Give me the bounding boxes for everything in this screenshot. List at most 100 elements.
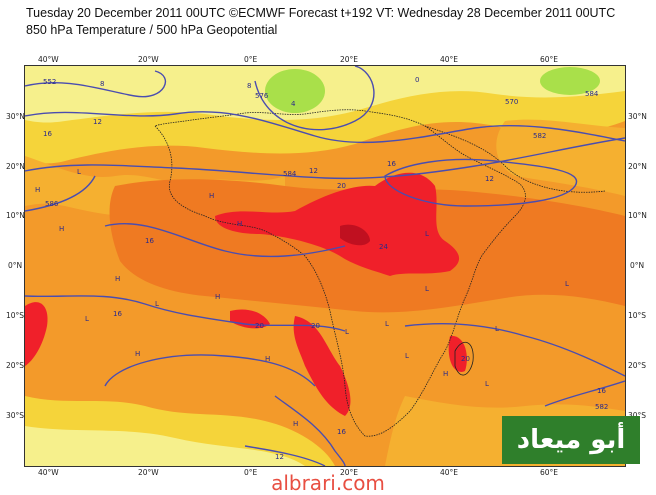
right-tick-30n: 30°N bbox=[628, 112, 647, 121]
top-tick-20w: 20°W bbox=[138, 55, 159, 64]
pressure-marker: H bbox=[59, 225, 64, 233]
bottom-tick-40w: 40°W bbox=[38, 468, 59, 477]
contour-line bbox=[274, 395, 346, 466]
contour-line bbox=[544, 380, 625, 407]
right-tick-30s: 30°S bbox=[628, 411, 646, 420]
pressure-marker: H bbox=[135, 350, 140, 358]
top-tick-40e: 40°E bbox=[440, 55, 459, 64]
contour-label: 16 bbox=[387, 160, 396, 168]
bottom-tick-60e: 60°E bbox=[540, 468, 559, 477]
contour-label: 582 bbox=[533, 132, 546, 140]
heat-core-north-africa bbox=[215, 172, 460, 276]
heat-core-madagascar bbox=[448, 335, 467, 372]
contour-line bbox=[25, 70, 167, 98]
map-title: Tuesday 20 December 2011 00UTC ©ECMWF Fo… bbox=[26, 6, 616, 20]
right-tick-20n: 20°N bbox=[628, 162, 647, 171]
left-tick-0n: 0°N bbox=[8, 261, 23, 270]
contour-label: 16 bbox=[43, 130, 52, 138]
pressure-marker: L bbox=[345, 328, 349, 336]
pressure-marker: L bbox=[155, 300, 159, 308]
cold-pocket-north bbox=[265, 69, 325, 113]
contour-label: 12 bbox=[275, 453, 284, 461]
left-tick-20n: 20°N bbox=[6, 162, 25, 171]
contour-label: 16 bbox=[597, 387, 606, 395]
cold-pocket-northeast bbox=[540, 67, 600, 95]
left-tick-30n: 30°N bbox=[6, 112, 25, 121]
contour-label: 20 bbox=[311, 322, 320, 330]
site-url: albrari.com bbox=[271, 471, 385, 495]
pressure-marker: H bbox=[293, 420, 298, 428]
contour-label: 584 bbox=[585, 90, 599, 98]
bottom-tick-20w: 20°W bbox=[138, 468, 159, 477]
pressure-marker: H bbox=[35, 186, 40, 194]
temperature-band-southwest-light-yellow bbox=[25, 426, 305, 466]
bottom-tick-0e: 0°E bbox=[244, 468, 258, 477]
forecast-map: 552 8 576 12 16 8 4 0 570 584 582 16 12 … bbox=[24, 65, 626, 467]
contour-line bbox=[384, 158, 578, 207]
heat-core-center bbox=[340, 224, 370, 246]
pressure-marker: L bbox=[495, 325, 499, 333]
pressure-marker: L bbox=[425, 230, 429, 238]
pressure-marker: L bbox=[565, 280, 569, 288]
heat-core-southern-africa bbox=[293, 316, 351, 416]
contour-line bbox=[25, 111, 625, 144]
contour-label: 8 bbox=[100, 80, 104, 88]
left-tick-10n: 10°N bbox=[6, 211, 25, 220]
contour-line bbox=[244, 445, 326, 466]
forecast-map-svg: 552 8 576 12 16 8 4 0 570 584 582 16 12 … bbox=[25, 66, 625, 466]
contour-label: 20 bbox=[461, 355, 470, 363]
left-tick-30s: 30°S bbox=[6, 411, 25, 420]
pressure-marker: H bbox=[209, 192, 214, 200]
pressure-marker: L bbox=[77, 168, 81, 176]
pressure-marker: H bbox=[115, 275, 120, 283]
pressure-marker: L bbox=[425, 285, 429, 293]
pressure-marker: H bbox=[443, 370, 448, 378]
top-tick-20e: 20°E bbox=[340, 55, 359, 64]
arabia-coastline bbox=[424, 125, 606, 193]
contour-label: 20 bbox=[255, 322, 264, 330]
contour-label: 12 bbox=[93, 118, 102, 126]
right-tick-10n: 10°N bbox=[628, 211, 647, 220]
top-tick-40w: 40°W bbox=[38, 55, 59, 64]
contour-line bbox=[104, 222, 346, 258]
contour-label: 16 bbox=[145, 237, 154, 245]
pressure-marker: H bbox=[265, 355, 270, 363]
contour-line bbox=[25, 137, 625, 180]
contour-label: 12 bbox=[309, 167, 318, 175]
contour-label: 4 bbox=[291, 100, 296, 108]
contour-line bbox=[25, 175, 96, 212]
right-tick-10s: 10°S bbox=[628, 311, 647, 320]
contour-label: 16 bbox=[113, 310, 122, 318]
temperature-band-light-yellow bbox=[25, 66, 625, 123]
watermark-logo: أبو ميعاد bbox=[502, 416, 640, 464]
heat-core-west-atlantic bbox=[25, 302, 48, 366]
temperature-band-light-orange-east bbox=[496, 119, 625, 196]
pressure-marker: L bbox=[85, 315, 89, 323]
top-tick-0e: 0°E bbox=[244, 55, 258, 64]
top-tick-60e: 60°E bbox=[540, 55, 559, 64]
pressure-marker: L bbox=[405, 352, 409, 360]
contour-line bbox=[404, 323, 625, 377]
contour-label: 24 bbox=[379, 243, 388, 251]
contour-label: 570 bbox=[505, 98, 518, 106]
contour-line bbox=[104, 354, 316, 387]
contour-label: 552 bbox=[43, 78, 56, 86]
madagascar-coastline bbox=[454, 341, 474, 376]
contour-line bbox=[254, 66, 375, 131]
contour-line bbox=[25, 295, 346, 332]
pressure-marker: H bbox=[237, 220, 242, 228]
contour-label: 576 bbox=[255, 92, 269, 100]
contour-label: 582 bbox=[595, 403, 608, 411]
contour-label: 16 bbox=[337, 428, 346, 436]
contour-label: 8 bbox=[247, 82, 251, 90]
pressure-marker: H bbox=[215, 293, 220, 301]
right-tick-20s: 20°S bbox=[628, 361, 647, 370]
bottom-tick-20e: 20°E bbox=[340, 468, 359, 477]
pressure-marker: L bbox=[485, 380, 489, 388]
contour-label: 0 bbox=[415, 76, 419, 84]
contour-label: 12 bbox=[485, 175, 494, 183]
africa-coastline bbox=[154, 109, 526, 437]
pressure-marker: L bbox=[385, 320, 389, 328]
bottom-tick-40e: 40°E bbox=[440, 468, 459, 477]
contour-label: 20 bbox=[337, 182, 346, 190]
